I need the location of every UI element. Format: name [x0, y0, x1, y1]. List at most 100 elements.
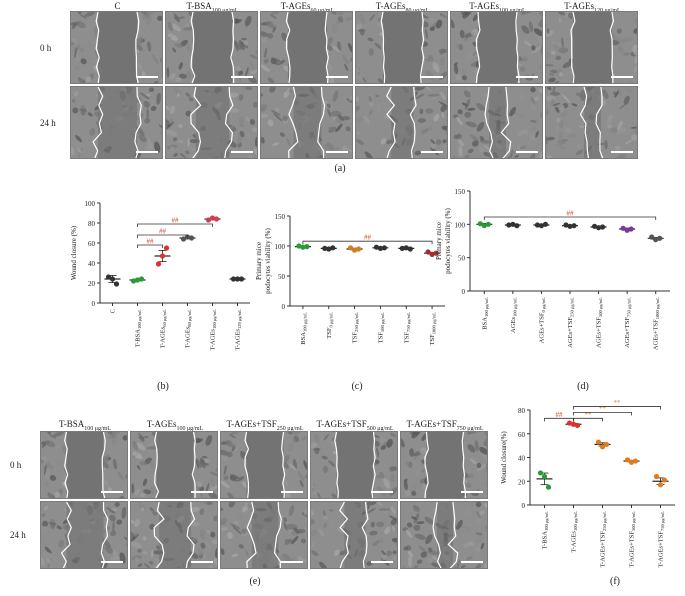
column-caption-sub: 100 μg/mL: [176, 425, 204, 432]
x-tick-label: TSF750 μg/mL: [403, 312, 411, 343]
data-point: [326, 246, 332, 252]
data-point: [537, 470, 544, 476]
significance-label: ##: [364, 234, 372, 242]
data-point: [570, 421, 577, 427]
micrograph-tile: [310, 431, 398, 499]
y-tick-label: 150: [455, 188, 466, 196]
data-point: [322, 245, 328, 251]
significance-bracket: [137, 223, 213, 227]
column-caption: T-AGEs100 μg/mL: [450, 1, 545, 14]
micrograph-tile: [165, 11, 258, 84]
x-tick-label-main: BSA: [300, 332, 307, 345]
column-caption: T-BSA100 μg/mL: [165, 1, 260, 14]
data-point: [304, 244, 310, 250]
x-tick-label-sub: 0 μg/mL: [328, 312, 333, 328]
column-caption: T-AGEs+TSF500 μg/mL: [310, 419, 400, 432]
data-point: [566, 420, 573, 426]
column-caption-sub: 250 μg/mL: [276, 425, 304, 432]
column-caption: T-AGEs+TSF250 μg/mL: [220, 419, 310, 432]
significance-label: ##: [172, 217, 180, 225]
data-point: [485, 221, 491, 227]
significance-label: **: [585, 411, 593, 419]
micrograph-tile: [545, 86, 638, 159]
data-point: [188, 235, 195, 241]
column-caption: C: [70, 1, 165, 14]
data-point: [230, 276, 237, 282]
panel-d-label: (d): [577, 381, 589, 392]
x-tick-label-main: TSF: [326, 327, 333, 339]
x-tick-label: AGEs+TSF250 μg/mL: [567, 297, 575, 348]
column-caption-sub: 60 μg/mL: [310, 7, 335, 14]
x-tick-label-sub: 250 μg/mL: [354, 312, 359, 332]
y-axis-label-line: podocytes viability (%): [264, 227, 272, 293]
column-caption-sub: 100 μg/mL: [498, 7, 526, 14]
micrograph-tile: [400, 431, 488, 499]
x-tick-label-sub: 120 μg/mL: [237, 309, 242, 329]
significance-bracket: [573, 411, 632, 416]
x-tick-label: AGEs+TSF500 μg/mL: [596, 297, 604, 348]
micrograph-tile: [260, 86, 353, 159]
x-tick-label-main: T-AGEs: [571, 531, 578, 553]
x-tick-label: TSF250 μg/mL: [352, 312, 360, 343]
data-point: [653, 237, 659, 243]
data-point: [649, 234, 655, 240]
x-tick-label: T-BSA100 μg/mL: [542, 511, 550, 549]
column-caption-sub: 100 μg/mL: [84, 425, 111, 432]
data-point: [429, 251, 435, 257]
micrograph-tile: [450, 86, 543, 159]
row-label: 0 h: [10, 460, 22, 470]
data-point: [624, 457, 631, 463]
x-tick-label: AGEs+TSF1000 μg/mL: [653, 297, 661, 350]
row-label: 24 h: [40, 117, 56, 128]
data-point: [628, 459, 635, 465]
data-point: [563, 222, 569, 228]
data-point: [574, 422, 581, 429]
column-caption: T-AGEs100 μg/mL: [130, 419, 220, 432]
x-tick-label: T-AGEs80 μg/mL: [185, 309, 193, 348]
data-point: [377, 245, 384, 251]
significance-bracket: [302, 240, 433, 245]
data-point: [661, 477, 668, 483]
data-point: [238, 276, 245, 282]
x-tick-label-sub: 750 μg/mL: [627, 297, 632, 317]
x-tick-label: TSF500 μg/mL: [377, 312, 385, 343]
data-point: [481, 223, 487, 229]
data-point: [138, 276, 145, 282]
y-tick-label: 0: [92, 300, 96, 308]
x-tick-label: T-AGEs120 μg/mL: [235, 309, 243, 351]
x-tick-label-sub: 500 μg/mL: [631, 511, 636, 531]
x-tick-label-sub: 100 μg/mL: [302, 312, 307, 332]
data-point: [163, 245, 170, 251]
x-tick-label: T-AGEs+TSF500 μg/mL: [629, 511, 637, 568]
y-tick-label: 40: [88, 260, 96, 268]
data-point: [433, 250, 439, 256]
x-tick-label: T-AGEs+TSF750 μg/mL: [658, 511, 666, 568]
column-caption-text: T-AGEs: [146, 419, 177, 429]
data-point: [209, 215, 216, 221]
x-tick-label-sub: 100 μg/mL: [512, 297, 517, 317]
significance-label: ##: [147, 238, 155, 246]
panel-a-label: (a): [334, 163, 346, 174]
significance-label: ##: [159, 228, 167, 236]
data-point: [591, 223, 598, 229]
column-caption: T-AGEs80 μg/mL: [355, 1, 450, 14]
y-axis-label-line: Primary mice: [255, 242, 263, 280]
x-tick-label-main: T-AGEs: [235, 329, 242, 351]
x-tick-label-sub: 500 μg/mL: [380, 312, 385, 332]
data-point: [159, 253, 166, 259]
data-point: [653, 473, 660, 480]
data-point: [571, 223, 577, 229]
y-axis-label-line: podocytes viability (%): [444, 207, 452, 273]
y-tick-label: 100: [275, 243, 286, 251]
data-point: [542, 221, 549, 227]
x-tick-label: TSF0 μg/mL: [326, 312, 334, 339]
x-tick-label-main: T-AGEs+TSF: [600, 531, 607, 568]
significance-label: **: [599, 405, 607, 413]
y-tick-label: 40: [518, 455, 526, 463]
data-point: [373, 244, 380, 250]
column-caption-sub: 500 μg/mL: [366, 425, 394, 432]
x-tick-label-main: TSF: [403, 332, 410, 344]
data-point: [506, 222, 512, 228]
data-point: [514, 223, 520, 229]
data-point: [657, 482, 664, 488]
